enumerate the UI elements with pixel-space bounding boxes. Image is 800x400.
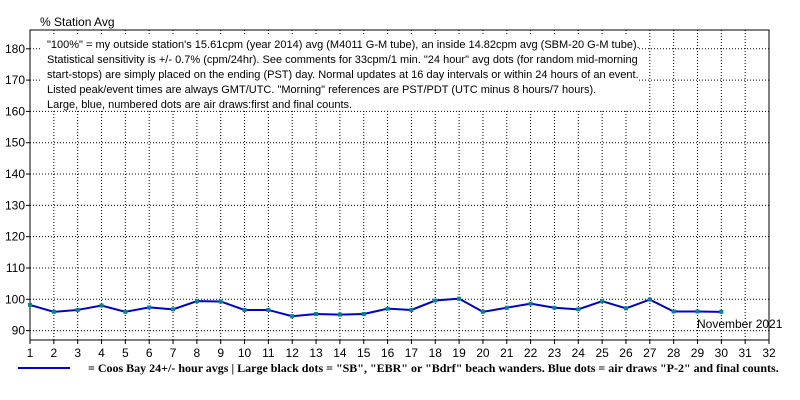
- data-point: [480, 309, 485, 314]
- data-point: [552, 305, 557, 310]
- data-point: [457, 296, 462, 301]
- y-tick-label: 90: [12, 324, 26, 338]
- x-tick-label: 30: [715, 346, 729, 360]
- x-tick-label: 11: [262, 346, 275, 360]
- x-tick-label: 17: [405, 346, 419, 360]
- x-tick-label: 24: [572, 346, 586, 360]
- x-tick-label: 29: [691, 346, 705, 360]
- data-point: [385, 306, 390, 311]
- data-point: [504, 305, 509, 310]
- data-point: [75, 307, 80, 312]
- x-tick-label: 21: [500, 346, 514, 360]
- x-tick-label: 19: [452, 346, 466, 360]
- x-tick-label: 22: [524, 346, 538, 360]
- x-tick-label: 2: [50, 346, 57, 360]
- chart-title: % Station Avg: [40, 15, 115, 29]
- data-point: [171, 307, 176, 312]
- legend-label: = Coos Bay 24+/- hour avgs | Large black…: [88, 361, 779, 375]
- data-point: [314, 312, 319, 317]
- data-point: [51, 309, 56, 314]
- data-point: [647, 297, 652, 302]
- x-tick-label: 25: [595, 346, 609, 360]
- data-point: [266, 307, 271, 312]
- data-point: [576, 307, 581, 312]
- month-label: November 2021: [697, 317, 783, 331]
- data-point: [28, 302, 32, 307]
- note-line: Large, blue, numbered dots are air draws…: [47, 99, 352, 111]
- data-point: [695, 309, 700, 314]
- y-tick-label: 180: [5, 42, 25, 56]
- x-tick-label: 4: [98, 346, 105, 360]
- x-tick-label: 8: [194, 346, 201, 360]
- x-tick-label: 32: [762, 346, 776, 360]
- y-tick-label: 110: [6, 261, 25, 275]
- notes-box: [42, 34, 638, 110]
- x-tick-label: 10: [238, 346, 252, 360]
- x-tick-label: 27: [643, 346, 657, 360]
- x-tick-label: 31: [738, 346, 752, 360]
- data-point: [218, 299, 223, 304]
- y-tick-label: 160: [5, 104, 25, 118]
- plot-frame: [29, 29, 770, 341]
- series: [28, 296, 724, 319]
- x-tick-label: 26: [619, 346, 633, 360]
- y-axis: 90 100 110 120 130 140 150 160 170 180: [5, 42, 30, 338]
- data-point: [194, 299, 199, 304]
- x-tick-label: 28: [667, 346, 681, 360]
- x-tick-label: 1: [27, 346, 34, 360]
- data-point: [623, 306, 628, 311]
- x-tick-label: 16: [381, 346, 395, 360]
- note-line: "100%" = my outside station's 15.61cpm (…: [47, 39, 640, 51]
- y-tick-label: 140: [5, 167, 25, 181]
- data-point: [337, 312, 342, 317]
- y-tick-label: 150: [5, 136, 25, 150]
- x-tick-label: 13: [309, 346, 323, 360]
- data-point: [361, 312, 366, 317]
- notes: "100%" = my outside station's 15.61cpm (…: [47, 39, 640, 111]
- y-tick-label: 120: [5, 230, 25, 244]
- x-tick-label: 6: [146, 346, 153, 360]
- x-axis: 1 2 3 4 5 6 7 8 9 10 11 12 13 14 15 16 17 18 19 20 21 22 23 24 2…: [27, 340, 776, 360]
- data-point: [290, 314, 295, 319]
- x-tick-label: 3: [74, 346, 81, 360]
- note-line: start-stops) are simply placed on the en…: [47, 69, 639, 81]
- data-point: [242, 307, 247, 312]
- x-tick-label: 20: [476, 346, 490, 360]
- note-line: Listed peak/event times are always GMT/U…: [47, 84, 596, 96]
- data-point: [147, 305, 152, 310]
- x-tick-label: 14: [333, 346, 347, 360]
- x-tick-label: 12: [286, 346, 300, 360]
- data-point: [99, 303, 104, 308]
- series-line: [29, 297, 722, 318]
- x-tick-label: 7: [170, 346, 177, 360]
- x-tick-label: 18: [429, 346, 443, 360]
- y-tick-label: 100: [5, 292, 25, 306]
- data-point: [600, 299, 605, 304]
- data-point: [123, 309, 128, 314]
- data-point: [528, 301, 533, 306]
- data-point: [409, 307, 414, 312]
- x-tick-label: 9: [217, 346, 224, 360]
- data-point: [433, 298, 438, 303]
- y-tick-label: 130: [5, 198, 25, 212]
- note-line: Statistical sensitivity is +/- 0.7% (cpm…: [47, 54, 638, 66]
- x-tick-label: 5: [122, 346, 129, 360]
- data-point: [719, 309, 724, 314]
- data-point: [671, 309, 676, 314]
- y-tick-label: 170: [5, 73, 25, 87]
- x-tick-label: 15: [357, 346, 371, 360]
- x-tick-label: 23: [548, 346, 562, 360]
